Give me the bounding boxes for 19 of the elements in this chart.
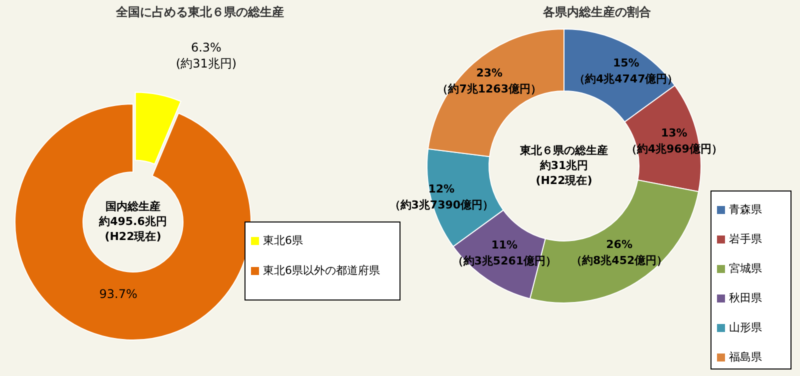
legend-label: 岩手県 [729, 232, 762, 246]
legend-label: 福島県 [729, 350, 762, 364]
data-label: 93.7% [99, 287, 138, 302]
text: 約31兆円 [538, 159, 588, 172]
text: 国内総生産 [106, 200, 160, 214]
legend-label: 宮城県 [729, 262, 762, 276]
text: 東北６県の総生産 [519, 144, 608, 158]
data-label: 26% （約8兆452億円） [571, 238, 668, 268]
text: (H22現在) [104, 230, 162, 244]
legend-label: 青森県 [729, 203, 762, 216]
legend-label: 東北6県 [263, 234, 303, 248]
chart-title: 各県内総生産の割合 [542, 5, 652, 20]
data-label: 6.3% (約31兆円) [176, 40, 237, 71]
legend-label: 東北6県以外の都道府県 [263, 264, 380, 278]
legend-label: 山形県 [729, 321, 762, 334]
chart-title: 全国に占める東北６県の総生産 [115, 5, 284, 20]
legend-label: 秋田県 [729, 292, 762, 305]
text: 約495.6兆円 [98, 215, 167, 228]
text: (H22現在) [536, 174, 592, 188]
